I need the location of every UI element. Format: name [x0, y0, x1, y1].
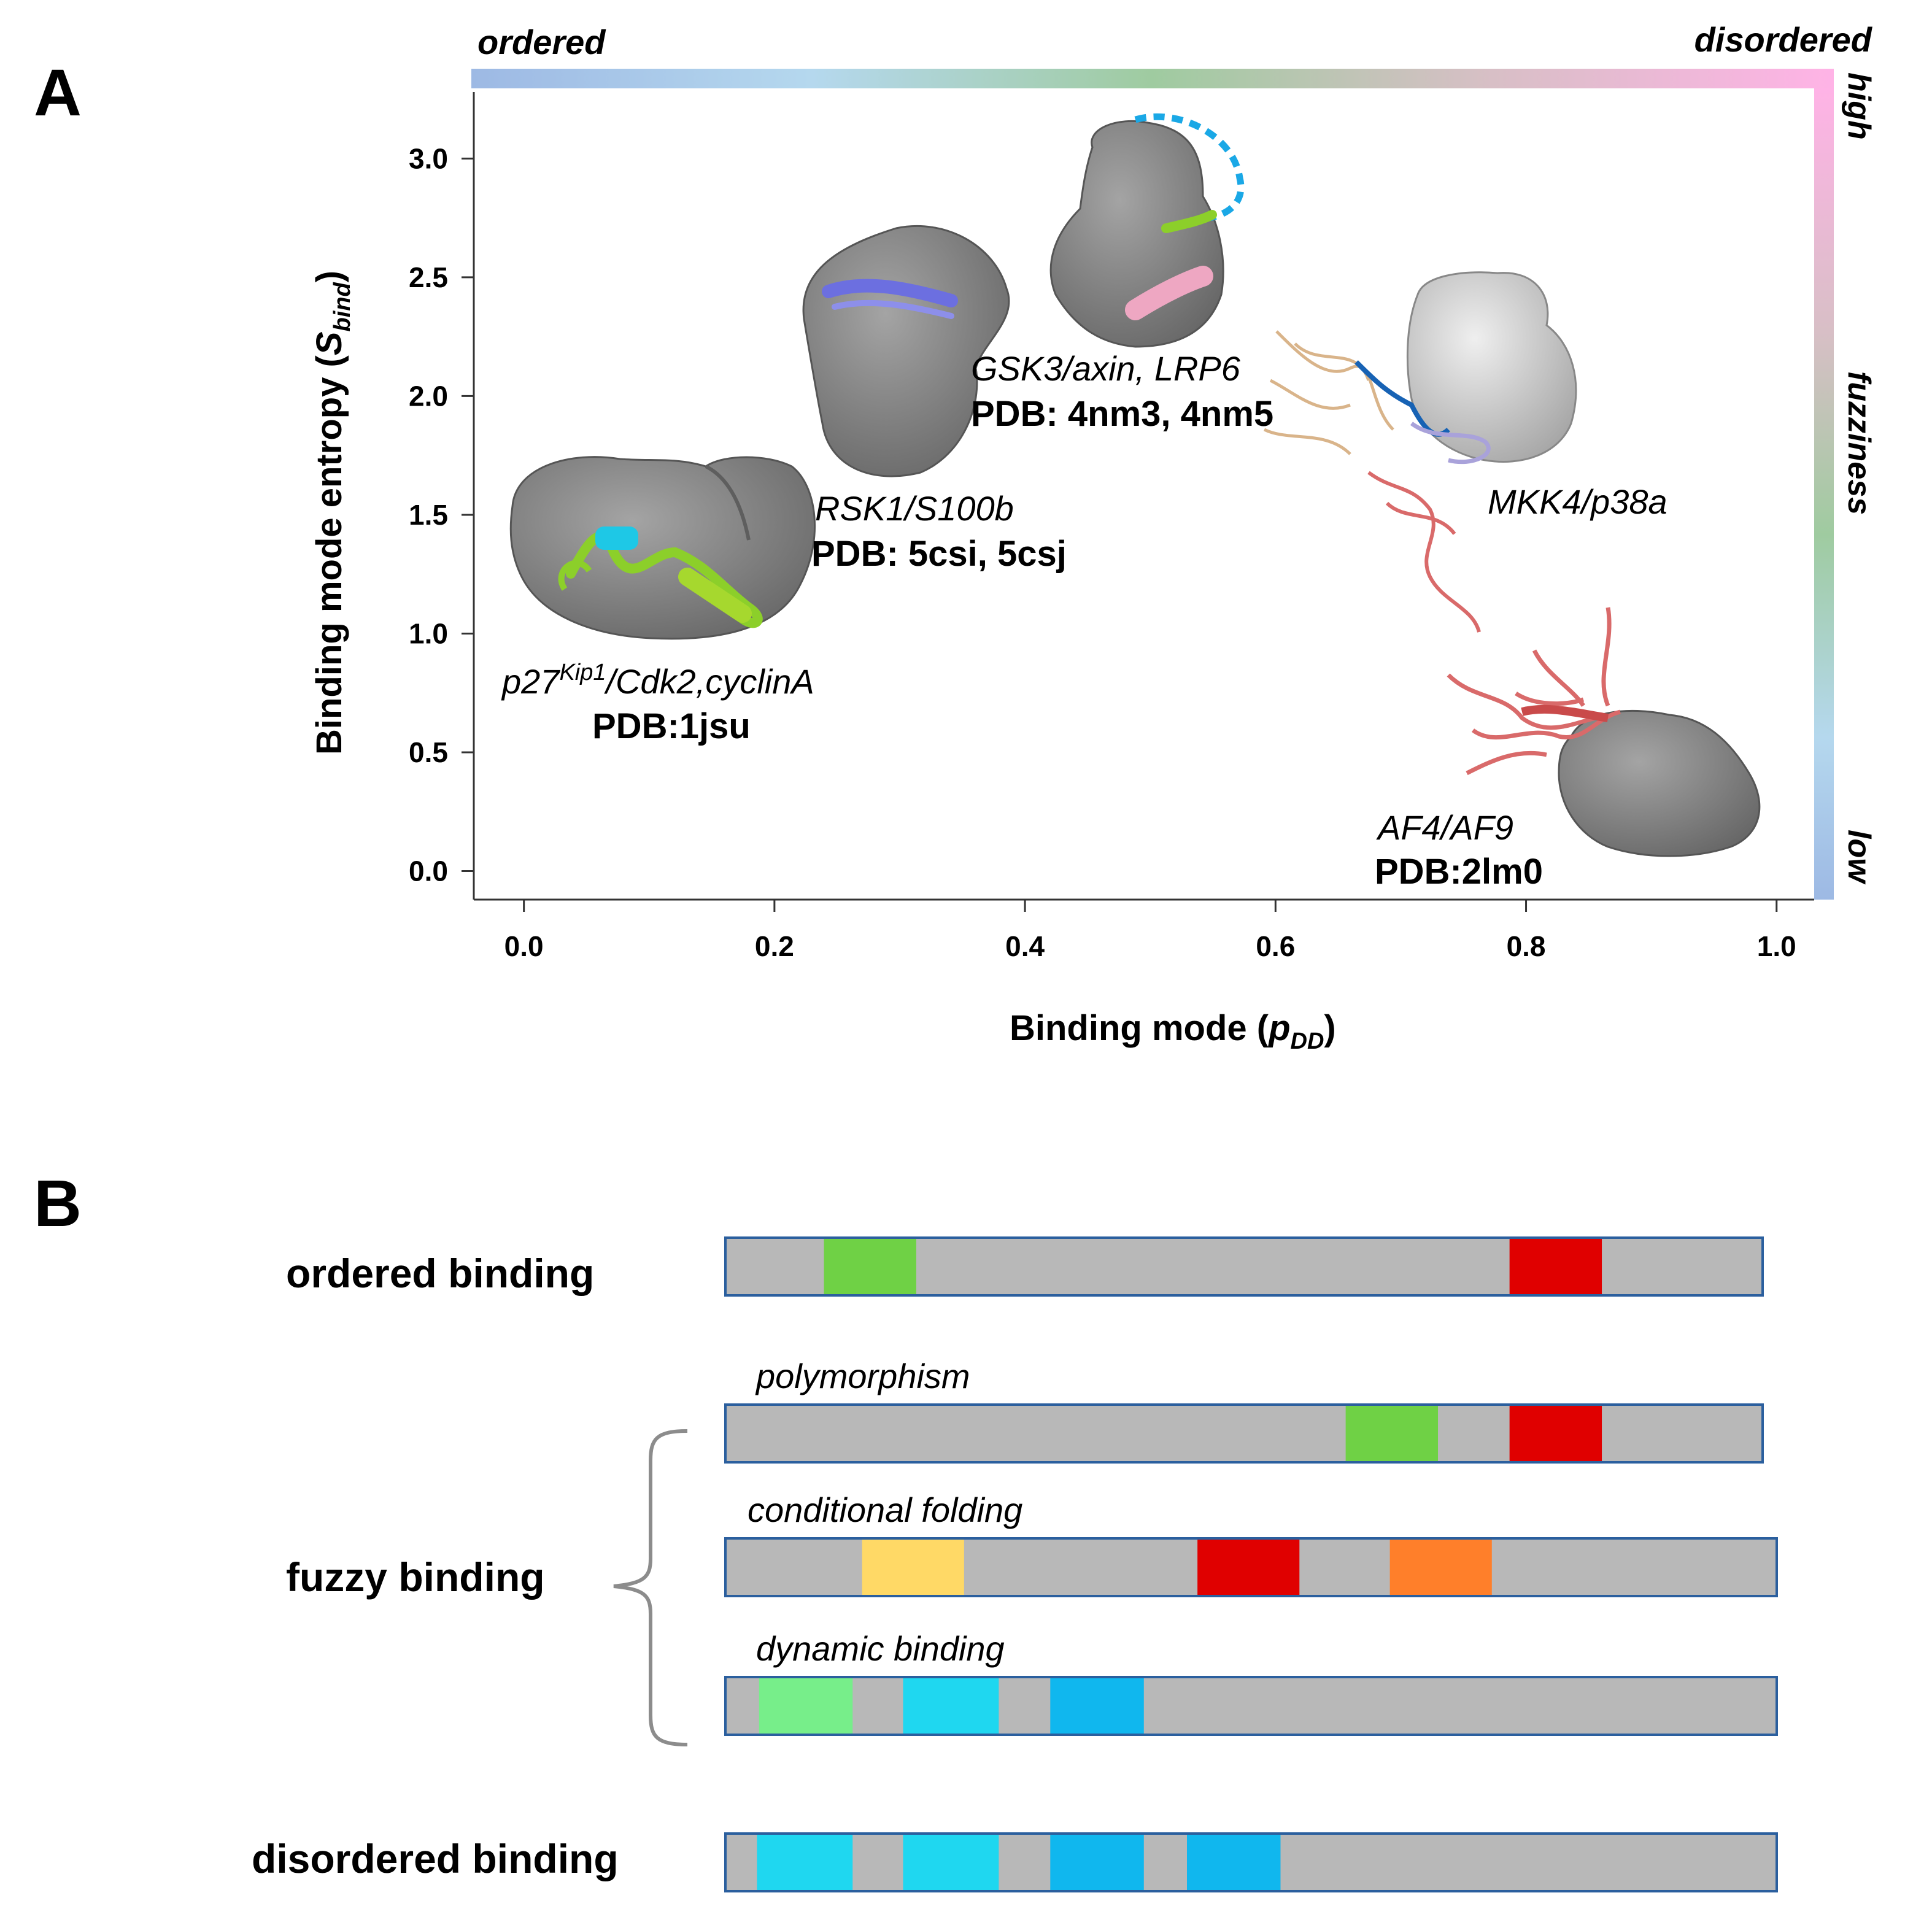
mkk4-complex-label: MKK4/p38a — [1488, 482, 1667, 521]
af4-structure-image — [1447, 607, 1761, 857]
binding-segment — [824, 1238, 916, 1295]
ordered-label: ordered — [477, 23, 606, 61]
binding-segment — [1509, 1405, 1602, 1462]
binding-segment — [903, 1677, 999, 1735]
x-tick-label: 1.0 — [1757, 930, 1796, 962]
binding-segment — [1509, 1238, 1602, 1295]
binding-rows — [724, 1236, 1778, 1892]
binding-segment — [1345, 1405, 1439, 1462]
disordered-binding-label: disordered binding — [252, 1836, 619, 1881]
rsk1-complex-label: RSK1/S100b — [815, 489, 1014, 528]
ordered-binding-label: ordered binding — [286, 1251, 594, 1296]
panel-a-letter: A — [34, 55, 82, 129]
dynamic-binding-label: dynamic binding — [756, 1629, 1005, 1668]
y-axis-title: Binding mode entropy (Sbind) — [309, 271, 355, 755]
chart-axes — [473, 92, 1814, 901]
af4-pdb-label: PDB:2lm0 — [1375, 852, 1543, 892]
y-tick-label: 2.0 — [409, 380, 448, 412]
binding-segment — [862, 1538, 964, 1596]
rsk1-pdb-label: PDB: 5csi, 5csj — [811, 534, 1067, 574]
y-tick-label: 0.5 — [409, 736, 448, 768]
x-tick-label: 0.6 — [1256, 930, 1295, 962]
conditional-folding-label: conditional folding — [748, 1491, 1022, 1529]
binding-segment — [1187, 1834, 1281, 1891]
fuzziness-axis-label: fuzziness — [1841, 371, 1877, 515]
binding-segment — [1050, 1677, 1144, 1735]
mkk4-structure-image — [1263, 271, 1577, 633]
fuzziness-high-label: high — [1841, 72, 1877, 140]
y-tick-label: 3.0 — [409, 142, 448, 174]
y-ticks: 0.0 0.5 1.0 1.5 2.0 2.5 3.0 — [409, 142, 474, 887]
sequence-bar-border — [724, 1236, 1764, 1297]
x-axis-title: Binding mode (pDD) — [1010, 1008, 1336, 1054]
sequence-bar-border — [724, 1403, 1764, 1464]
panel-b-letter: B — [34, 1166, 82, 1240]
p27-pdb-label: PDB:1jsu — [592, 706, 751, 746]
sequence-bar-border — [724, 1676, 1778, 1736]
af4-complex-label: AF4/AF9 — [1376, 808, 1513, 847]
fuzzy-bracket — [613, 1429, 688, 1746]
rsk1-structure-image — [802, 225, 1010, 477]
gsk3-complex-label: GSK3/axin, LRP6 — [971, 349, 1241, 388]
sequence-bar — [725, 1405, 1763, 1462]
fuzziness-low-label: low — [1841, 830, 1877, 885]
binding-segment — [757, 1834, 853, 1891]
x-tick-label: 0.4 — [1005, 930, 1045, 962]
gsk3-structure-image — [1049, 113, 1245, 348]
order-gradient-bar — [471, 69, 1834, 88]
binding-segment — [903, 1834, 999, 1891]
binding-segment — [759, 1677, 853, 1735]
y-tick-label: 1.0 — [409, 617, 448, 649]
binding-segment — [1050, 1834, 1144, 1891]
y-tick-label: 0.0 — [409, 855, 448, 887]
gsk3-pdb-label: PDB: 4nm3, 4nm5 — [971, 394, 1273, 434]
binding-segment — [1389, 1538, 1492, 1596]
binding-segment — [1197, 1538, 1300, 1596]
polymorphism-label: polymorphism — [755, 1357, 970, 1395]
x-tick-label: 0.0 — [504, 930, 544, 962]
x-ticks: 0.0 0.2 0.4 0.6 0.8 1.0 — [504, 900, 1796, 962]
x-tick-label: 0.2 — [755, 930, 794, 962]
fuzziness-gradient-bar — [1814, 88, 1834, 900]
disordered-label: disordered — [1694, 20, 1873, 59]
fuzzy-binding-label: fuzzy binding — [286, 1554, 545, 1600]
sequence-bar-border — [724, 1537, 1778, 1597]
x-tick-label: 0.8 — [1507, 930, 1546, 962]
p27-structure-image — [509, 456, 816, 640]
y-tick-label: 1.5 — [409, 499, 448, 531]
sequence-bar-border — [724, 1832, 1778, 1892]
y-tick-label: 2.5 — [409, 261, 448, 293]
sequence-bar — [725, 1677, 1777, 1735]
p27-complex-label: p27Kip1/Cdk2,cyclinA — [501, 660, 814, 701]
